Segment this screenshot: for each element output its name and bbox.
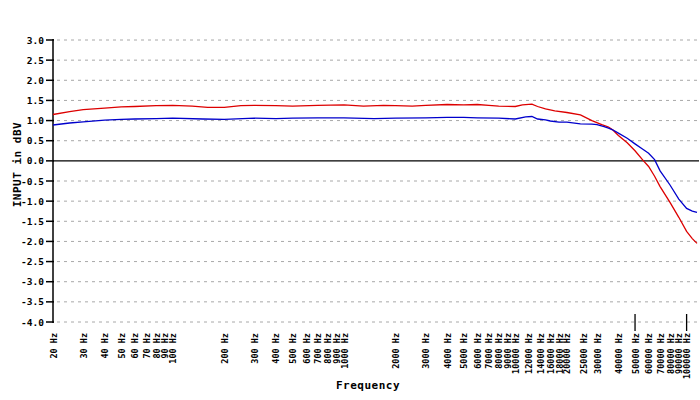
- x-tick-label: 100000 Hz: [682, 333, 692, 379]
- y-tick-label: -3.0: [21, 276, 44, 287]
- y-tick-label: -4.0: [21, 317, 44, 328]
- chart-plot-area: 3.0 2.5 2.0 1.5 1.0 0.5 0.0 -0.5 -1.0 -1.5 -2.0 -2.…: [0, 0, 700, 400]
- x-tick-label: 10000 Hz: [511, 333, 521, 374]
- y-tick-label: -1.5: [21, 216, 44, 227]
- y-tick-label: -2.5: [21, 256, 44, 267]
- x-tick-label: 70 Hz: [142, 333, 152, 359]
- x-tick-label: 4000 Hz: [443, 333, 453, 369]
- y-tick-label: -2.0: [21, 236, 44, 247]
- x-tick-label: 60 Hz: [130, 333, 140, 359]
- x-tick-label: 400 Hz: [271, 333, 281, 364]
- frequency-response-chart: 3.0 2.5 2.0 1.5 1.0 0.5 0.0 -0.5 -1.0 -1.5 -2.0 -2.…: [0, 0, 700, 400]
- x-tick-label: 50 Hz: [117, 333, 127, 359]
- y-tick-label: 0.5: [27, 135, 44, 146]
- x-tick-label: 500 Hz: [288, 333, 298, 364]
- x-tick-label: 40000 Hz: [614, 333, 624, 374]
- x-tick-label: 12000 Hz: [524, 333, 534, 374]
- blue-trace: [53, 117, 697, 213]
- x-tick-label: 600 Hz: [302, 333, 312, 364]
- x-tick-label: 700 Hz: [313, 333, 323, 364]
- y-tick-label: 3.0: [27, 35, 44, 46]
- x-tick-label: 30000 Hz: [593, 333, 603, 374]
- y-tick-label: 1.5: [27, 95, 44, 106]
- y-tick-label: 0.0: [27, 155, 44, 166]
- y-tick-label: 2.0: [27, 75, 44, 86]
- x-tick-label: 20000 Hz: [562, 333, 572, 374]
- x-axis-title: Frequency: [318, 379, 418, 392]
- x-tick-label: 1000 Hz: [340, 333, 350, 369]
- x-tick-label: 50000 Hz: [631, 333, 641, 374]
- x-tick-label: 100 Hz: [168, 333, 178, 364]
- x-tick-label: 14000 Hz: [536, 333, 546, 374]
- y-tick-label: 2.5: [27, 55, 44, 66]
- x-tick-label: 40 Hz: [100, 333, 110, 359]
- y-tick-label: 1.0: [27, 115, 44, 126]
- x-tick-label: 200 Hz: [220, 333, 230, 364]
- y-tick-label: -0.5: [21, 176, 44, 187]
- x-tick-label: 25000 Hz: [579, 333, 589, 374]
- x-tick-label: 60000 Hz: [644, 333, 654, 374]
- y-tick-label: -1.0: [21, 196, 44, 207]
- x-tick-label: 7000 Hz: [484, 333, 494, 369]
- x-tick-label: 2000 Hz: [391, 333, 401, 369]
- y-tick-label: -3.5: [21, 296, 44, 307]
- x-tick-label: 20 Hz: [49, 333, 59, 359]
- x-tick-label: 3000 Hz: [421, 333, 431, 369]
- x-tick-label: 70000 Hz: [656, 333, 666, 374]
- x-tick-label: 6000 Hz: [473, 333, 483, 369]
- x-tick-label: 30 Hz: [79, 333, 89, 359]
- y-axis-title: INPUT in dBV: [11, 110, 24, 220]
- x-tick-label: 300 Hz: [250, 333, 260, 364]
- x-tick-label: 5000 Hz: [459, 333, 469, 369]
